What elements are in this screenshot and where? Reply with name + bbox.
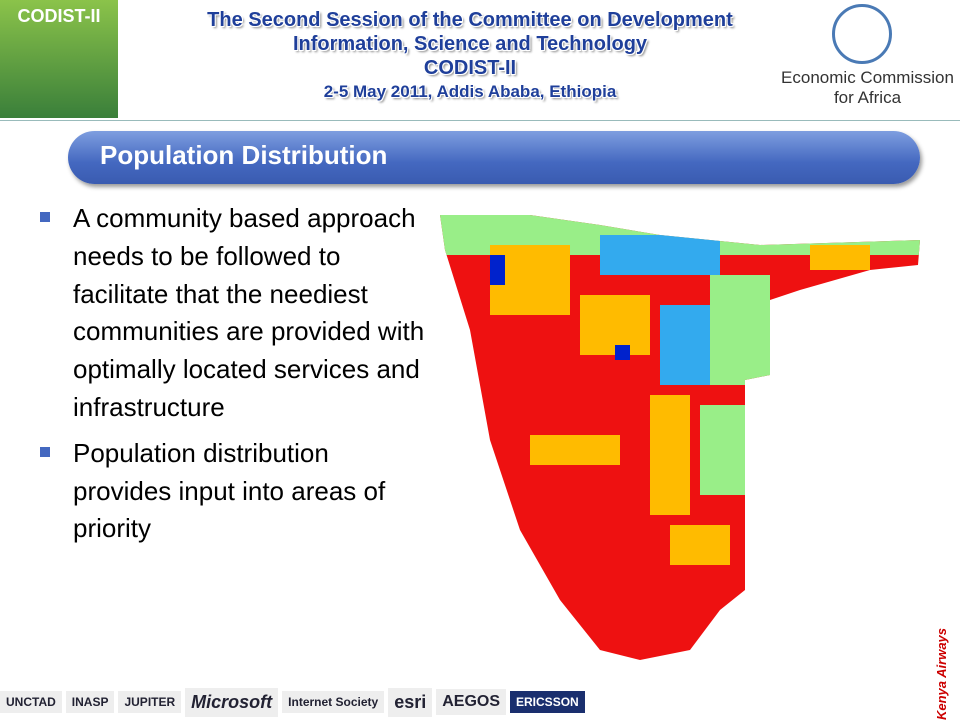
sponsor: ERICSSON xyxy=(510,691,585,713)
org-line: Economic Commission xyxy=(781,68,954,87)
logo-text: CODIST-II xyxy=(17,6,101,26)
title-line: 2-5 May 2011, Addis Ababa, Ethiopia xyxy=(323,82,617,101)
org-line: for Africa xyxy=(833,88,902,107)
map-regions xyxy=(440,215,920,660)
sponsor: UNCTAD xyxy=(0,691,62,713)
bullet: Population distribution provides input i… xyxy=(40,435,432,548)
sponsor: Microsoft xyxy=(185,687,279,717)
un-emblem xyxy=(832,4,892,64)
section-title: Population Distribution xyxy=(100,140,388,170)
bullets: A community based approach needs to be f… xyxy=(40,200,432,556)
sponsor: INASP xyxy=(65,691,115,713)
bullet: A community based approach needs to be f… xyxy=(40,200,432,427)
header-title: The Second Session of the Committee on D… xyxy=(120,8,820,104)
title-line: The Second Session of the Committee on D… xyxy=(207,9,733,31)
sponsor: esri xyxy=(388,687,433,717)
sidebar-logo: Kenya Airways xyxy=(934,627,949,720)
codist-logo: CODIST-II xyxy=(0,0,118,118)
map xyxy=(440,215,920,660)
sponsor-strip: UNCTAD INASP JUPITER Microsoft Internet … xyxy=(0,684,935,720)
sponsor: AEGOS xyxy=(436,689,507,715)
title-line: Information, Science and Technology xyxy=(292,33,648,55)
header xyxy=(0,0,960,121)
title-bar xyxy=(68,131,920,184)
org-name: Economic Commission for Africa xyxy=(775,68,960,108)
title-line: CODIST-II xyxy=(423,57,517,79)
sponsor: Internet Society xyxy=(282,691,385,713)
sponsor: JUPITER xyxy=(118,691,182,713)
